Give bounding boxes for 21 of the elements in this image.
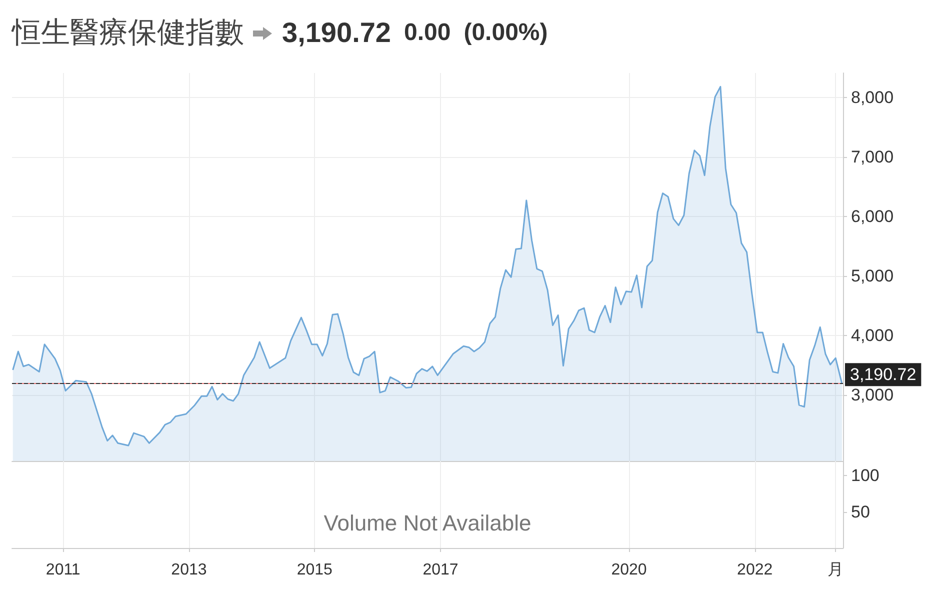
annotation: Volume Not Available xyxy=(324,510,532,536)
y-tick-label: 7,000 xyxy=(851,147,894,166)
x-tick-label: 2020 xyxy=(611,562,647,578)
y-tick-label: 100 xyxy=(851,466,880,485)
y-tick-label: 8,000 xyxy=(851,88,894,107)
x-tick-label: 2022 xyxy=(737,562,773,578)
y-tick-label: 3,000 xyxy=(851,385,894,404)
text: (0.00%) xyxy=(464,19,548,47)
x-tick-label: 2013 xyxy=(171,562,207,578)
x-tick-label: 2015 xyxy=(296,562,333,578)
y-tick-label: 4,000 xyxy=(851,326,894,345)
y-tick-label: 50 xyxy=(851,502,870,522)
y-tick-label: 6,000 xyxy=(851,206,894,226)
x-tick-label: 2017 xyxy=(422,562,458,578)
text: 0.00 xyxy=(404,19,451,47)
ref-line-label: 3,190.72 xyxy=(850,365,916,384)
text: 3,190.72 xyxy=(282,17,391,49)
y-tick-label: 5,000 xyxy=(851,266,894,286)
x-tick-label: 2011 xyxy=(46,562,80,578)
chart-title: 恒生醫療保健指數 xyxy=(12,16,244,51)
x-tick-label: 月 xyxy=(828,562,844,578)
